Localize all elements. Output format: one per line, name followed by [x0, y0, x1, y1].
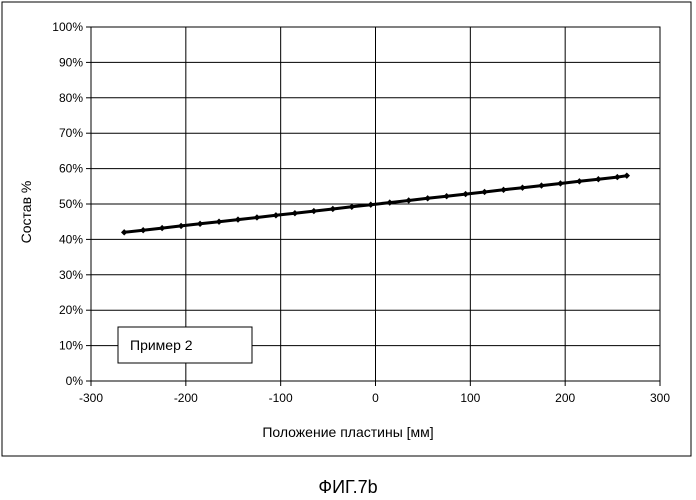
y-tick-label: 50%	[59, 197, 83, 211]
figure-caption: ФИГ.7b	[318, 477, 377, 497]
y-tick-label: 90%	[59, 55, 83, 69]
x-axis-ticks: -300 -200 -100 0 100 200 300	[79, 381, 670, 405]
legend-label: Пример 2	[130, 337, 193, 353]
x-tick-label: 100	[460, 391, 480, 405]
x-tick-label: -100	[269, 391, 293, 405]
y-tick-label: 40%	[59, 232, 83, 246]
legend: Пример 2	[118, 327, 252, 363]
y-tick-label: 10%	[59, 339, 83, 353]
y-axis-title: Состав %	[18, 181, 34, 244]
y-tick-label: 30%	[59, 268, 83, 282]
x-tick-label: 0	[372, 391, 379, 405]
y-tick-label: 80%	[59, 91, 83, 105]
y-tick-label: 70%	[59, 126, 83, 140]
y-tick-label: 20%	[59, 303, 83, 317]
x-tick-label: 300	[650, 391, 670, 405]
x-axis-title: Положение пластины [мм]	[262, 424, 433, 440]
y-tick-label: 60%	[59, 162, 83, 176]
x-tick-label: 200	[555, 391, 575, 405]
y-tick-label: 100%	[52, 20, 83, 34]
x-tick-label: -200	[174, 391, 198, 405]
x-tick-label: -300	[79, 391, 103, 405]
y-tick-label: 0%	[66, 374, 84, 388]
y-axis-ticks: 0% 10% 20% 30% 40% 50% 60% 70% 80% 90% 100%	[52, 20, 91, 388]
